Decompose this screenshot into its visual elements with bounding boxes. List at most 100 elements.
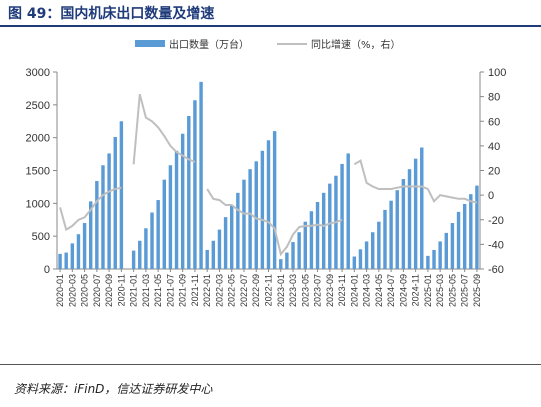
bar-2023-03 [291, 242, 295, 269]
right-tick-label: -20 [488, 215, 504, 227]
x-tick-label: 2022-07 [239, 274, 249, 307]
figure-title: 图 49：国内机床出口数量及增速 [8, 6, 215, 22]
x-tick-label: 2020-11 [116, 274, 126, 306]
bar-2020-06 [89, 201, 93, 269]
bar-2022-05 [230, 205, 234, 269]
right-tick-label: 100 [488, 67, 506, 79]
bar-2025-04 [444, 232, 448, 269]
bar-2021-10 [187, 115, 191, 269]
x-tick-label: 2022-09 [251, 274, 261, 307]
x-tick-label: 2023-05 [300, 274, 310, 307]
bar-2024-04 [371, 232, 375, 269]
x-tick-label: 2024-11 [411, 274, 421, 306]
growth-line-segment-2 [206, 188, 343, 257]
bar-2023-07 [315, 202, 320, 269]
bar-2025-01 [426, 255, 430, 269]
left-tick-label: 2500 [26, 100, 50, 112]
bar-2023-06 [309, 211, 314, 269]
bar-2021-02 [138, 240, 142, 269]
x-tick-label: 2024-07 [386, 274, 396, 307]
footer-divider [0, 364, 541, 365]
x-tick-label: 2022-11 [264, 274, 274, 306]
chart-legend: 出口数量（万台） 同比增速（%，右） [135, 38, 401, 51]
left-tick-label: 0 [44, 264, 50, 276]
bar-2024-10 [407, 169, 412, 269]
bar-2022-02 [211, 240, 216, 269]
bar-2022-06 [236, 192, 240, 269]
bar-2025-08 [469, 194, 473, 269]
x-tick-label: 2023-03 [288, 274, 298, 307]
x-tick-label: 2023-11 [337, 274, 347, 306]
bar-2022-04 [223, 217, 228, 269]
bar-2022-11 [266, 140, 271, 269]
right-tick-label: -40 [488, 239, 504, 251]
x-tick-label: 2024-03 [362, 274, 372, 307]
bar-2024-09 [401, 179, 406, 269]
bar-2021-12 [199, 81, 203, 269]
bar-2020-07 [95, 181, 99, 269]
bar-2023-11 [340, 163, 344, 269]
x-tick-label: 2025-01 [423, 274, 433, 307]
bar-2024-11 [413, 158, 418, 269]
x-tick-label: 2022-03 [214, 274, 224, 307]
bar-2020-05 [82, 223, 87, 269]
right-tick-label: -60 [488, 264, 504, 276]
bar-2023-01 [279, 259, 283, 269]
bar-2023-12 [346, 153, 350, 269]
bar-2020-01 [58, 253, 62, 269]
title-divider [0, 25, 541, 27]
bar-2022-08 [248, 169, 252, 269]
x-tick-label: 2023-09 [325, 274, 335, 307]
bar-2021-09 [180, 133, 185, 269]
x-tick-label: 2020-09 [104, 274, 114, 307]
bar-2024-02 [358, 249, 363, 269]
x-tick-label: 2022-01 [202, 274, 212, 307]
x-tick-label: 2025-05 [447, 274, 457, 307]
bar-2021-04 [150, 212, 154, 269]
bar-2024-06 [383, 209, 387, 269]
bar-2020-09 [107, 153, 111, 269]
x-tick-label: 2021-05 [153, 274, 163, 307]
bar-2023-05 [303, 221, 307, 269]
x-tick-label: 2025-09 [472, 274, 482, 307]
bar-series [58, 81, 479, 269]
bar-2020-04 [76, 234, 81, 269]
bar-2024-07 [389, 200, 393, 269]
left-tick-label: 1000 [26, 198, 50, 210]
x-tick-label: 2020-07 [92, 274, 102, 307]
x-tick-label: 2024-05 [374, 274, 384, 307]
bar-2020-10 [113, 137, 117, 269]
bar-2022-09 [254, 161, 258, 269]
x-tick-label: 2025-07 [460, 274, 470, 307]
bar-2025-03 [438, 241, 442, 269]
bar-2022-07 [242, 179, 246, 269]
bar-2021-07 [168, 165, 173, 269]
x-tick-label: 2024-01 [349, 274, 359, 307]
line-series [59, 93, 478, 257]
bar-2024-08 [395, 190, 399, 269]
bar-2020-08 [101, 165, 105, 269]
x-tick-label: 2021-11 [190, 274, 200, 306]
right-tick-label: 40 [488, 141, 500, 153]
bar-2023-04 [297, 232, 301, 269]
bar-2023-08 [321, 192, 326, 269]
right-tick-label: 80 [488, 92, 500, 104]
left-tick-label: 2000 [26, 133, 50, 145]
bar-2022-01 [205, 249, 209, 269]
x-tick-label: 2020-03 [67, 274, 77, 307]
bar-2020-11 [119, 121, 124, 269]
bar-2021-11 [193, 100, 197, 269]
bar-2022-12 [272, 131, 277, 269]
left-tick-label: 3000 [26, 67, 50, 79]
bar-2021-01 [131, 250, 136, 269]
source-note: 资料来源：iFinD，信达证券研发中心 [14, 382, 213, 396]
x-tick-label: 2022-05 [227, 274, 237, 307]
bar-2025-05 [450, 223, 455, 269]
bar-2021-05 [156, 200, 160, 269]
bar-2024-01 [352, 256, 357, 269]
legend-bar-swatch [135, 40, 165, 47]
bar-2025-09 [475, 185, 479, 269]
bar-2023-09 [328, 183, 332, 269]
x-tick-label: 2020-01 [55, 274, 65, 307]
bar-2024-12 [420, 147, 424, 269]
